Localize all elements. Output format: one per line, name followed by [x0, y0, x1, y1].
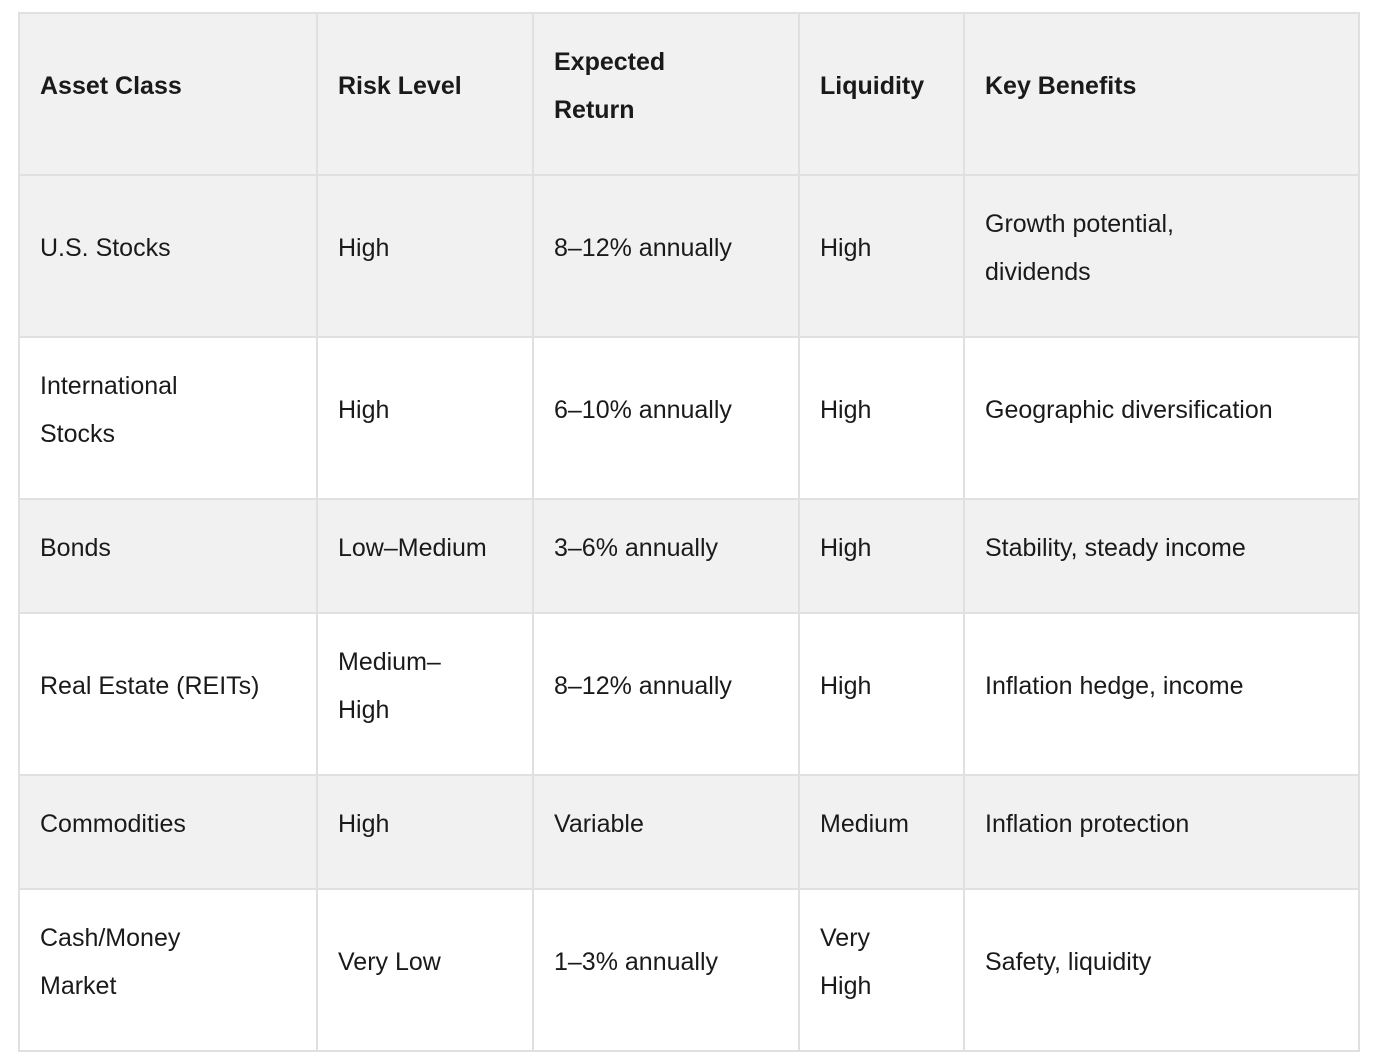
column-header-risk-level: Risk Level [316, 12, 534, 176]
cell-liquidity: High [798, 174, 965, 338]
cell-key-benefits: Safety, liquidity [963, 888, 1360, 1052]
column-header-key-benefits: Key Benefits [963, 12, 1360, 176]
cell-key-benefits: Inflation hedge, income [963, 612, 1360, 776]
column-header-expected-return: Expected Return [532, 12, 800, 176]
cell-asset-class: Real Estate (REITs) [18, 612, 318, 776]
cell-expected-return: 8–12% annually [532, 612, 800, 776]
row-bonds: Bonds Low–Medium 3–6% annually High Stab… [18, 498, 1360, 614]
cell-risk-level: Medium– High [316, 612, 534, 776]
cell-expected-return: 1–3% annually [532, 888, 800, 1052]
cell-asset-class: Bonds [18, 498, 318, 614]
cell-risk-level: Low–Medium [316, 498, 534, 614]
asset-class-table-container: Asset Class Risk Level Expected Return L… [18, 12, 1360, 1052]
row-international-stocks: International Stocks High 6–10% annually… [18, 336, 1360, 500]
column-header-liquidity: Liquidity [798, 12, 965, 176]
cell-liquidity: High [798, 612, 965, 776]
cell-asset-class: International Stocks [18, 336, 318, 500]
cell-asset-class: U.S. Stocks [18, 174, 318, 338]
cell-expected-return: 8–12% annually [532, 174, 800, 338]
cell-expected-return: 3–6% annually [532, 498, 800, 614]
cell-asset-class: Cash/Money Market [18, 888, 318, 1052]
cell-risk-level: Very Low [316, 888, 534, 1052]
cell-key-benefits: Geographic diversification [963, 336, 1360, 500]
cell-key-benefits: Growth potential, dividends [963, 174, 1360, 338]
cell-liquidity: Very High [798, 888, 965, 1052]
cell-risk-level: High [316, 174, 534, 338]
asset-class-table: Asset Class Risk Level Expected Return L… [18, 12, 1360, 1052]
cell-liquidity: High [798, 336, 965, 500]
cell-expected-return: Variable [532, 774, 800, 890]
cell-risk-level: High [316, 336, 534, 500]
row-commodities: Commodities High Variable Medium Inflati… [18, 774, 1360, 890]
row-cash-money-market: Cash/Money Market Very Low 1–3% annually… [18, 888, 1360, 1052]
cell-liquidity: Medium [798, 774, 965, 890]
cell-expected-return: 6–10% annually [532, 336, 800, 500]
cell-key-benefits: Stability, steady income [963, 498, 1360, 614]
cell-asset-class: Commodities [18, 774, 318, 890]
row-real-estate-reits: Real Estate (REITs) Medium– High 8–12% a… [18, 612, 1360, 776]
cell-risk-level: High [316, 774, 534, 890]
column-header-asset-class: Asset Class [18, 12, 318, 176]
cell-key-benefits: Inflation protection [963, 774, 1360, 890]
row-us-stocks: U.S. Stocks High 8–12% annually High Gro… [18, 174, 1360, 338]
header-row: Asset Class Risk Level Expected Return L… [18, 12, 1360, 176]
cell-liquidity: High [798, 498, 965, 614]
